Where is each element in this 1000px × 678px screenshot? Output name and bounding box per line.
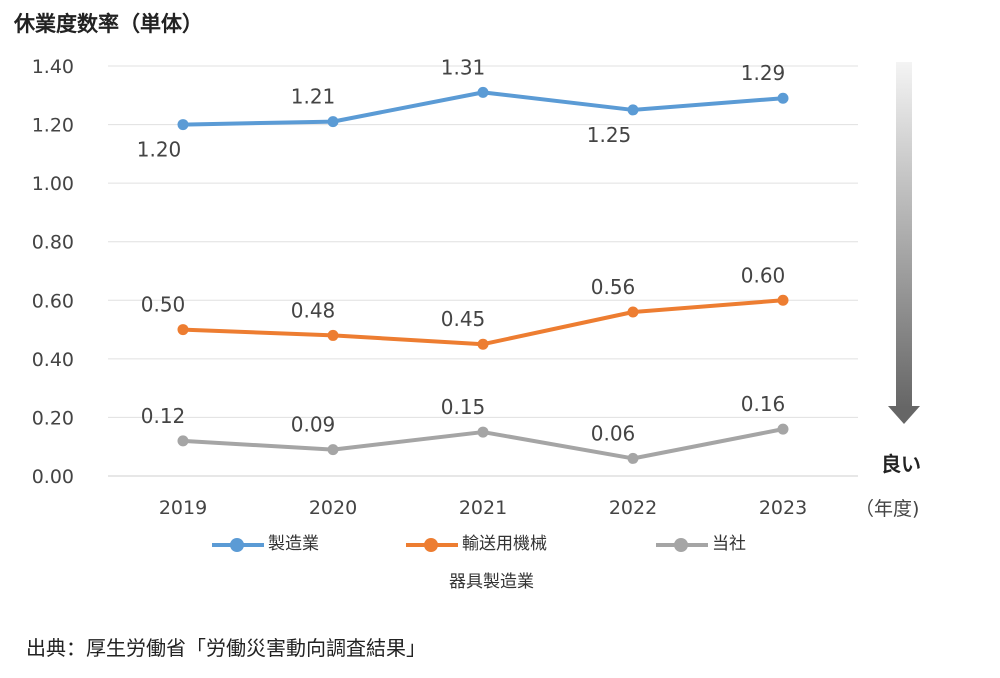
y-tick-label: 0.00	[32, 466, 74, 488]
legend-label-company: 当社	[712, 534, 746, 554]
chart-title: 休業度数率（単体）	[14, 12, 203, 36]
data-label-transport-machinery-2019: 0.50	[141, 293, 186, 317]
data-label-transport-machinery-2023: 0.60	[741, 263, 786, 287]
data-label-transport-machinery-2021: 0.45	[441, 307, 486, 331]
data-label-company-2021: 0.15	[441, 395, 486, 419]
data-point-transport-machinery-2019	[177, 324, 189, 336]
x-tick-label: 2023	[759, 497, 807, 519]
y-tick-label: 1.20	[32, 115, 74, 137]
legend-marker-orange	[424, 538, 438, 552]
y-tick-label: 0.40	[32, 349, 74, 371]
x-tick-label: 2021	[459, 497, 507, 519]
data-label-company-2019: 0.12	[141, 404, 186, 428]
data-point-transport-machinery-2023	[777, 294, 789, 306]
x-tick-label: 2022	[609, 497, 657, 519]
data-label-transport-machinery-2022: 0.56	[591, 275, 636, 299]
legend-label-transport-line2: 器具製造業	[449, 572, 534, 592]
data-point-company-2019	[177, 435, 189, 447]
x-tick-label: 2019	[159, 497, 207, 519]
data-point-manufacturing-2023	[777, 92, 789, 104]
y-tick-label: 1.00	[32, 173, 74, 195]
data-point-manufacturing-2021	[477, 86, 489, 98]
data-label-manufacturing-2023: 1.29	[741, 61, 786, 85]
y-tick-label: 1.40	[32, 56, 74, 78]
better-label: 良い	[881, 452, 921, 476]
legend-marker-blue	[230, 538, 244, 552]
data-label-transport-machinery-2020: 0.48	[291, 298, 336, 322]
data-point-company-2021	[477, 426, 489, 438]
y-tick-label: 0.20	[32, 407, 74, 429]
x-axis-unit: （年度)	[855, 498, 920, 520]
data-label-company-2022: 0.06	[591, 421, 636, 445]
legend-label-manufacturing: 製造業	[268, 534, 319, 554]
data-label-manufacturing-2022: 1.25	[587, 123, 632, 147]
data-point-manufacturing-2019	[177, 119, 189, 131]
data-label-manufacturing-2021: 1.31	[441, 55, 486, 79]
data-point-company-2020	[327, 444, 339, 456]
source-note: 出典：厚生労働省「労働災害動向調査結果」	[26, 636, 426, 660]
x-tick-label: 2020	[309, 497, 357, 519]
data-point-company-2023	[777, 423, 789, 435]
legend-marker-gray	[674, 538, 688, 552]
data-label-manufacturing-2020: 1.21	[291, 85, 336, 109]
data-point-transport-machinery-2020	[327, 329, 339, 341]
data-point-transport-machinery-2022	[627, 306, 639, 318]
legend-label-transport-line1: 輸送用機械	[462, 534, 547, 554]
data-point-manufacturing-2020	[327, 116, 339, 128]
data-label-company-2020: 0.09	[291, 413, 336, 437]
data-label-company-2023: 0.16	[741, 392, 786, 416]
better-direction-arrow	[888, 62, 920, 424]
data-label-manufacturing-2019: 1.20	[137, 138, 182, 162]
data-point-company-2022	[627, 452, 639, 464]
y-tick-label: 0.80	[32, 232, 74, 254]
data-point-manufacturing-2022	[627, 104, 639, 116]
y-tick-label: 0.60	[32, 290, 74, 312]
data-point-transport-machinery-2021	[477, 338, 489, 350]
